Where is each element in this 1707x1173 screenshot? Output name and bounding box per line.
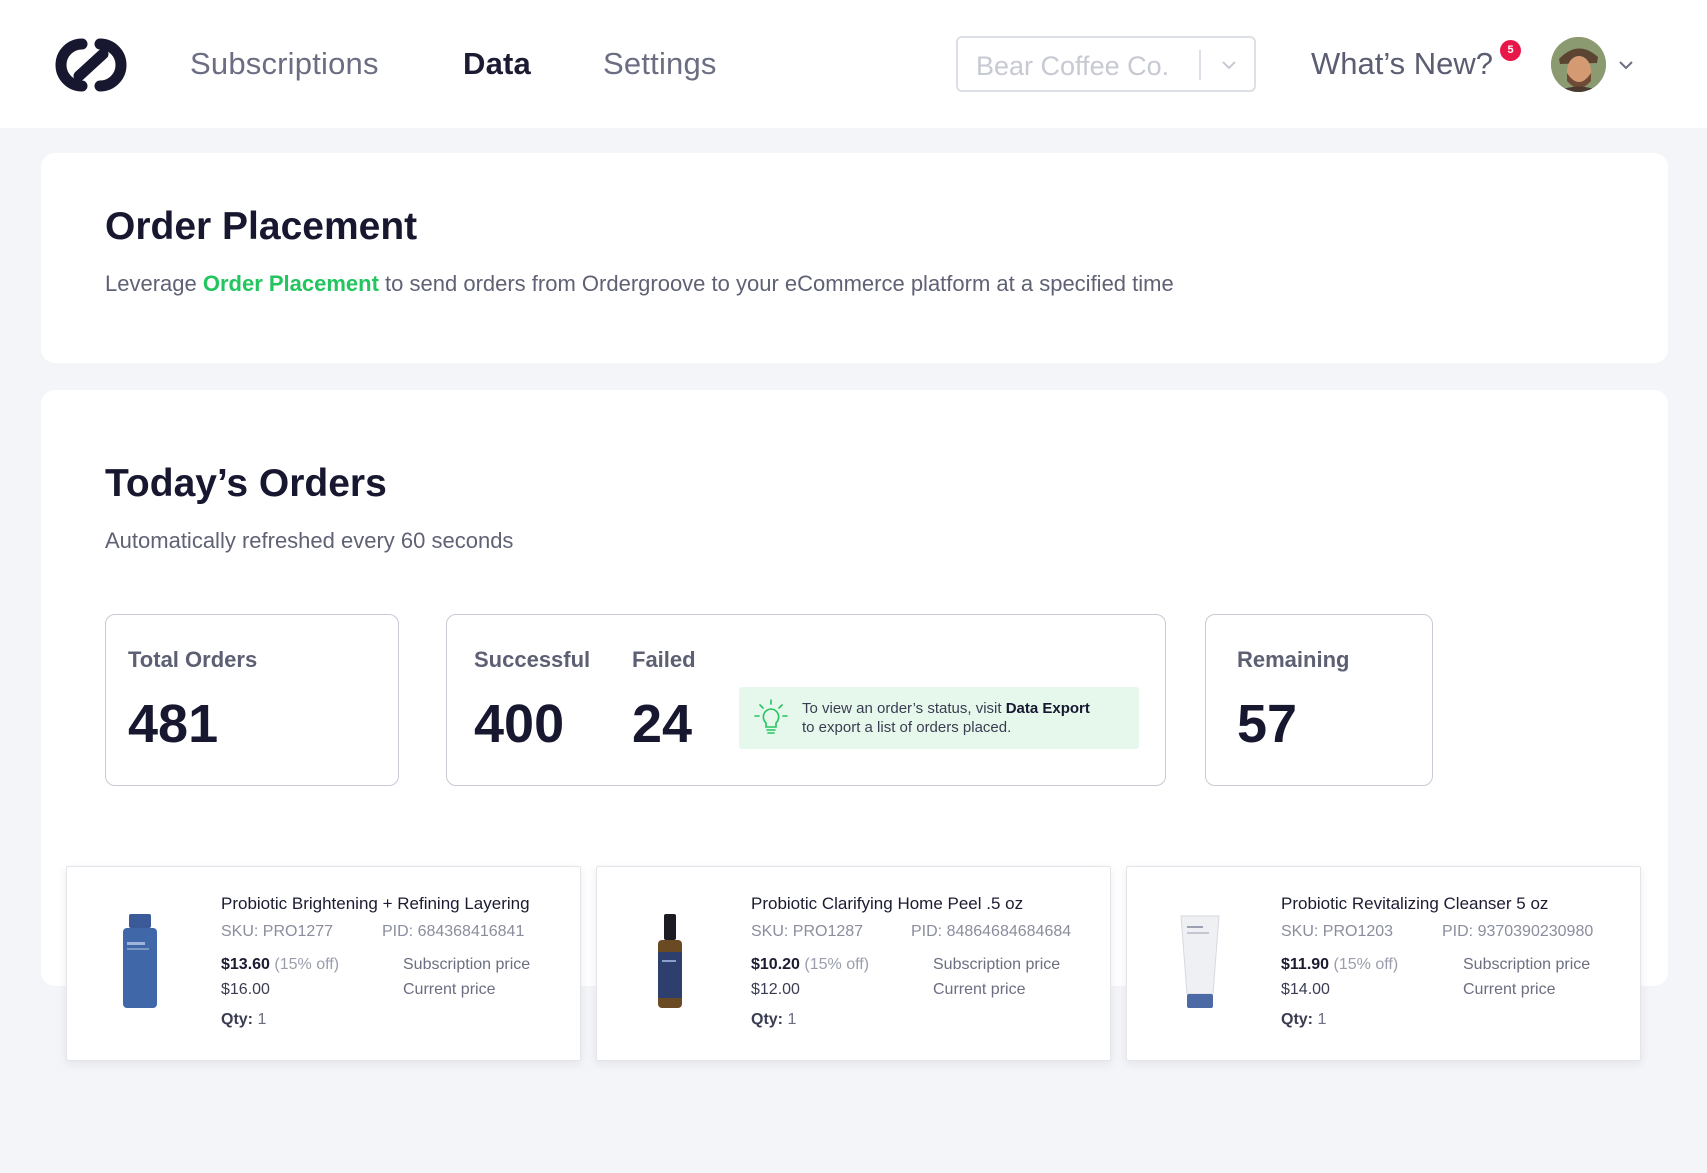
subscription-price: $11.90 (15% off) xyxy=(1281,956,1398,974)
total-orders-label: Total Orders xyxy=(128,647,258,672)
discount-text: (15% off) xyxy=(804,956,870,973)
subscription-price-label: Subscription price xyxy=(1463,956,1591,973)
chevron-down-icon xyxy=(1222,61,1236,70)
successful-label: Successful xyxy=(474,647,591,672)
tip-text: To view an order’s status, visit xyxy=(802,700,1006,717)
remaining-value: 57 xyxy=(1237,694,1298,754)
avatar[interactable] xyxy=(1551,37,1606,92)
product-name: Probiotic Revitalizing Cleanser 5 oz xyxy=(1281,894,1549,913)
lightbulb-icon xyxy=(754,699,788,734)
tab-settings[interactable]: Settings xyxy=(603,46,717,81)
description-suffix: to send orders from Ordergroove to your … xyxy=(378,271,1174,296)
failed-label: Failed xyxy=(632,647,696,672)
product-sku: SKU: PRO1277 xyxy=(221,923,334,940)
product-qty: Qty: 1 xyxy=(221,1011,266,1029)
product-name: Probiotic Clarifying Home Peel .5 oz xyxy=(751,894,1024,913)
product-pid: PID: 9370390230980 xyxy=(1442,923,1594,940)
subscription-price-label: Subscription price xyxy=(403,956,531,973)
qty-value: 1 xyxy=(787,1011,797,1028)
todays-orders-subtitle: Automatically refreshed every 60 seconds xyxy=(105,528,514,553)
discount-text: (15% off) xyxy=(274,956,340,973)
product-sku: SKU: PRO1203 xyxy=(1281,923,1394,940)
account-select[interactable]: Bear Coffee Co. xyxy=(956,36,1256,92)
select-divider xyxy=(1199,50,1201,80)
qty-label: Qty: xyxy=(221,1011,253,1028)
product-dropper-image xyxy=(658,914,682,1008)
tab-data[interactable]: Data xyxy=(463,46,531,81)
data-export-link[interactable]: Data Export xyxy=(1005,700,1090,717)
description-prefix: Leverage xyxy=(105,271,203,296)
product-card[interactable]: Probiotic Clarifying Home Peel .5 oz SKU… xyxy=(596,866,1111,1061)
qty-label: Qty: xyxy=(1281,1011,1313,1028)
subscription-price-value: $10.20 xyxy=(751,956,800,973)
subscription-price-label: Subscription price xyxy=(933,956,1061,973)
notification-badge: 5 xyxy=(1500,40,1521,61)
account-select-value: Bear Coffee Co. xyxy=(976,51,1170,81)
current-price-label: Current price xyxy=(403,981,496,998)
current-price: $14.00 xyxy=(1281,981,1330,998)
product-pid: PID: 84864684684684 xyxy=(911,923,1072,940)
total-orders-box: Total Orders 481 xyxy=(105,614,399,786)
current-price-label: Current price xyxy=(1463,981,1556,998)
todays-orders-title: Today’s Orders xyxy=(105,462,387,505)
product-sku: SKU: PRO1287 xyxy=(751,923,864,940)
top-navigation-bar: Subscriptions Data Settings Bear Coffee … xyxy=(0,0,1707,128)
tip-line-2: to export a list of orders placed. xyxy=(802,719,1012,736)
qty-label: Qty: xyxy=(751,1011,783,1028)
subscription-price-value: $11.90 xyxy=(1281,956,1330,973)
avatar-image xyxy=(1551,37,1606,92)
successful-value: 400 xyxy=(474,694,565,754)
subscription-price: $10.20 (15% off) xyxy=(751,956,869,974)
product-card[interactable]: Probiotic Brightening + Refining Layerin… xyxy=(66,866,581,1061)
order-placement-description: Leverage Order Placement to send orders … xyxy=(105,271,1174,297)
current-price: $12.00 xyxy=(751,981,800,998)
product-card[interactable]: Probiotic Revitalizing Cleanser 5 oz SKU… xyxy=(1126,866,1641,1061)
subscription-price: $13.60 (15% off) xyxy=(221,956,339,974)
tip-line-1: To view an order’s status, visit Data Ex… xyxy=(802,700,1090,717)
order-placement-link[interactable]: Order Placement xyxy=(202,271,379,296)
product-qty: Qty: 1 xyxy=(1281,1011,1326,1029)
product-bottle-image xyxy=(123,914,157,1008)
logo-icon[interactable] xyxy=(52,36,130,94)
order-placement-card: Order Placement Leverage Order Placement… xyxy=(41,153,1668,363)
discount-text: (15% off) xyxy=(1333,956,1399,973)
failed-value: 24 xyxy=(632,694,693,754)
product-name: Probiotic Brightening + Refining Layerin… xyxy=(221,894,530,913)
remaining-label: Remaining xyxy=(1237,647,1350,672)
tab-subscriptions[interactable]: Subscriptions xyxy=(190,46,379,81)
product-qty: Qty: 1 xyxy=(751,1011,796,1029)
qty-value: 1 xyxy=(257,1011,267,1028)
product-pid: PID: 684368416841 xyxy=(382,923,525,940)
total-orders-value: 481 xyxy=(128,694,219,754)
product-tube-image xyxy=(1180,915,1220,1008)
order-results-box: Successful 400 Failed 24 To view an orde… xyxy=(446,614,1166,786)
current-price: $16.00 xyxy=(221,981,270,998)
qty-value: 1 xyxy=(1317,1011,1327,1028)
order-placement-title: Order Placement xyxy=(105,205,418,248)
chevron-down-icon[interactable] xyxy=(1616,55,1636,75)
remaining-box: Remaining 57 xyxy=(1205,614,1433,786)
data-export-tip: To view an order’s status, visit Data Ex… xyxy=(739,687,1139,749)
subscription-price-value: $13.60 xyxy=(221,956,270,973)
whats-new-link[interactable]: What’s New? xyxy=(1311,46,1494,81)
current-price-label: Current price xyxy=(933,981,1026,998)
